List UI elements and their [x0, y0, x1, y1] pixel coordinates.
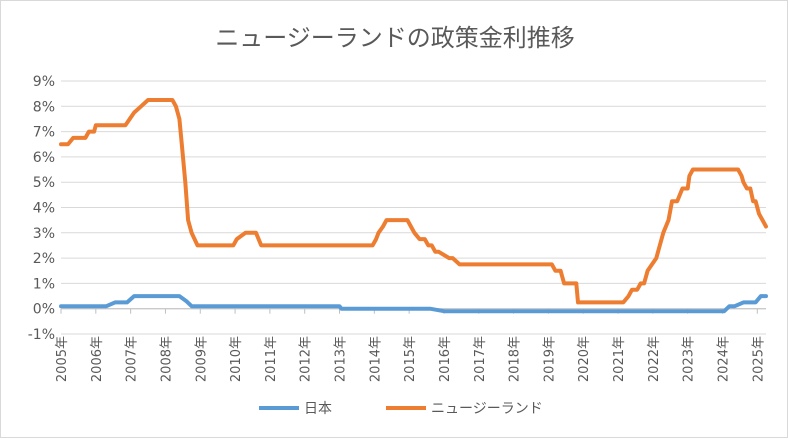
series-line — [59, 98, 768, 305]
x-tick-label: 2024年 — [716, 336, 731, 382]
legend: 日本 ニュージーランド — [259, 401, 543, 417]
x-tick-label: 2015年 — [403, 336, 418, 382]
x-tick-label: 2009年 — [194, 336, 209, 382]
y-tick-label: 8% — [33, 99, 55, 115]
y-tick-label: 1% — [33, 276, 55, 292]
x-tick-label: 2011年 — [264, 336, 279, 382]
x-axis-ticks: 2005年 2006年 2007年 2008年 2009年 2010年 2011年 2012年… — [55, 308, 766, 382]
x-tick-label: 2025年 — [751, 336, 766, 382]
x-tick-label: 2013年 — [334, 336, 349, 382]
x-tick-label: 2021年 — [612, 336, 627, 382]
x-tick-label: 2014年 — [368, 336, 383, 382]
x-tick-label: 2008年 — [159, 336, 174, 382]
series-lines — [59, 98, 768, 314]
x-tick-label: 2016年 — [438, 336, 453, 382]
y-tick-label: 5% — [33, 175, 55, 191]
x-tick-label: 2018年 — [508, 336, 523, 382]
x-tick-label: 2022年 — [647, 336, 662, 382]
x-tick-label: 2006年 — [90, 336, 105, 382]
y-tick-label: 7% — [33, 125, 55, 141]
chart-title: ニュージーランドの政策金利推移 — [215, 24, 575, 52]
series-line — [59, 294, 768, 314]
y-tick-label: 0% — [33, 302, 55, 318]
y-axis-ticks: -1% 0% 1% 2% 3% 4% 5% 6% 7% 8% 9% — [28, 74, 55, 343]
y-tick-label: 4% — [33, 201, 55, 217]
x-tick-label: 2012年 — [299, 336, 314, 382]
y-tick-label: -1% — [28, 327, 55, 343]
legend-label: ニュージーランド — [431, 401, 543, 417]
x-tick-label: 2007年 — [125, 336, 140, 382]
y-tick-label: 9% — [33, 74, 55, 90]
x-tick-label: 2019年 — [542, 336, 557, 382]
x-tick-label: 2017年 — [473, 336, 488, 382]
x-tick-label: 2020年 — [577, 336, 592, 382]
y-tick-label: 3% — [33, 226, 55, 242]
x-tick-label: 2010年 — [229, 336, 244, 382]
y-tick-label: 6% — [33, 150, 55, 166]
x-tick-label: 2005年 — [55, 336, 70, 382]
legend-label: 日本 — [304, 401, 332, 417]
y-tick-label: 2% — [33, 251, 55, 267]
x-tick-label: 2023年 — [682, 336, 697, 382]
